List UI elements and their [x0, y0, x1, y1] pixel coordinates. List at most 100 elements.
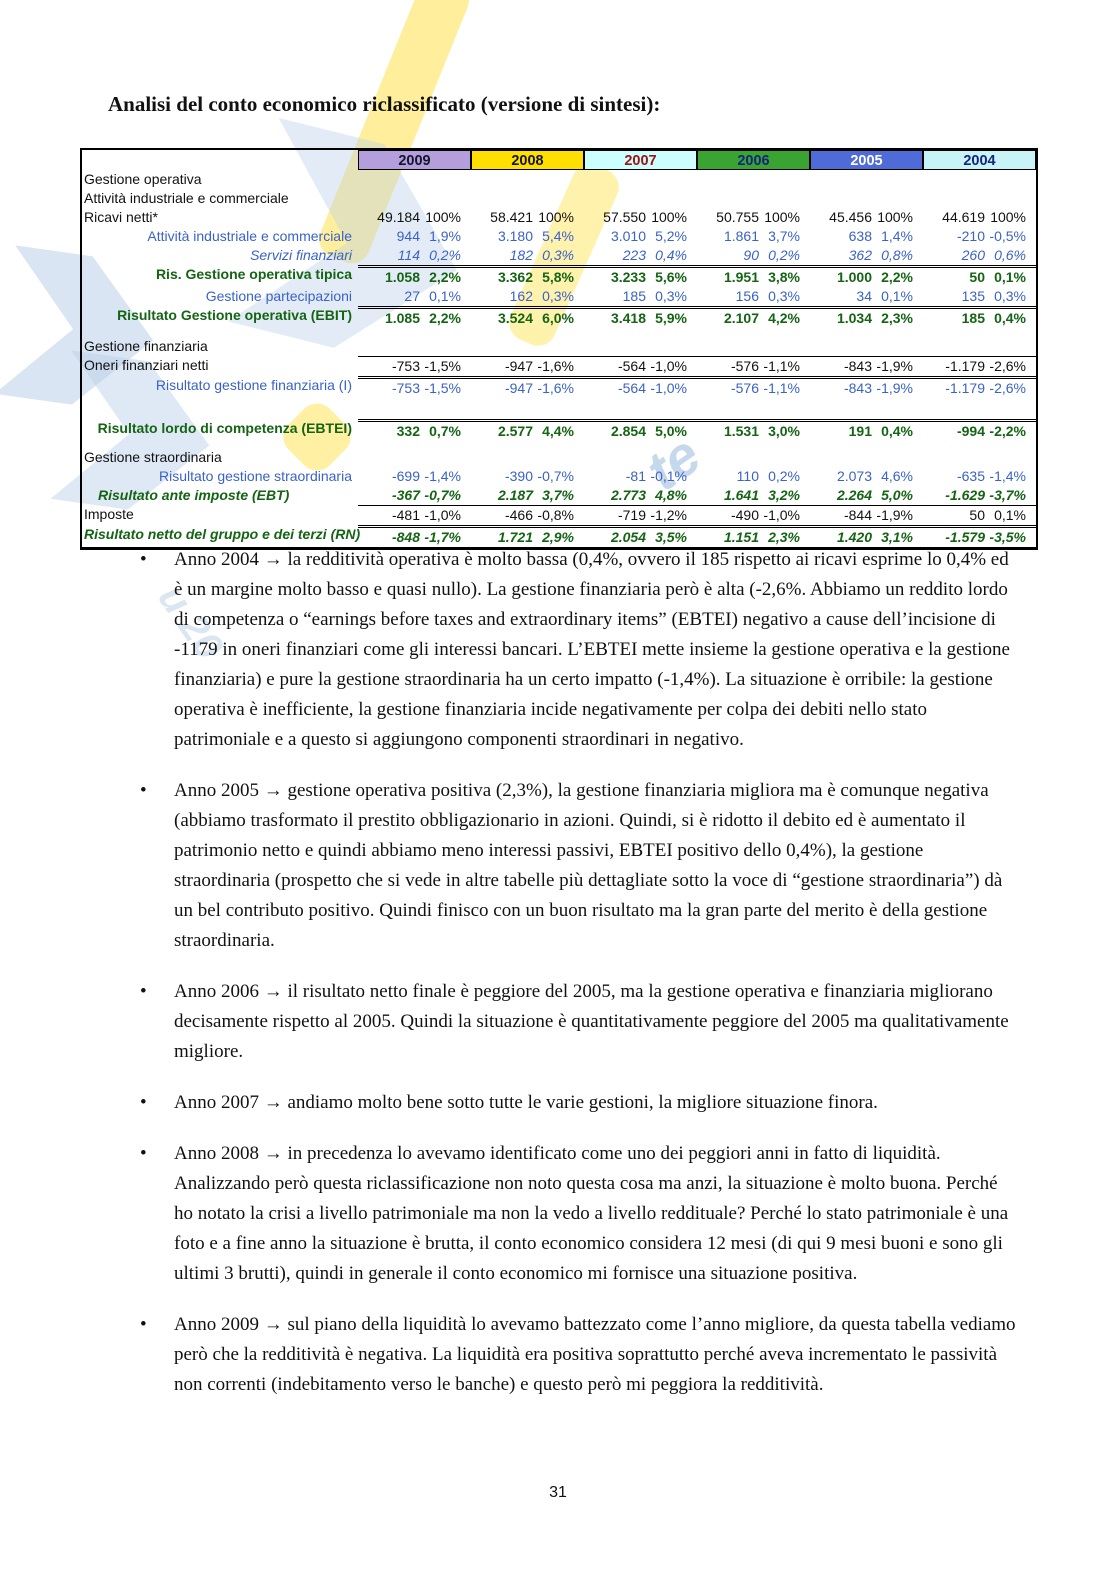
value-cell: -81	[625, 468, 646, 484]
value-cell: 3.418	[584, 306, 650, 328]
value-cell: -481	[358, 505, 424, 525]
row-label: Imposte	[84, 506, 134, 522]
percent-cell: -0,7%	[537, 468, 574, 484]
value-cell: 90	[743, 247, 759, 263]
percent-cell	[989, 448, 1036, 467]
percent-cell: 2,2%	[424, 306, 471, 328]
value-cell: 260	[961, 247, 985, 263]
percent-cell: 0,1%	[989, 505, 1036, 525]
value-cell: -947	[471, 376, 537, 398]
value-cell: 162	[509, 288, 533, 304]
value-cell: 58.421	[490, 209, 533, 225]
value-cell: 2.854	[584, 419, 650, 441]
percent-cell: 0,4%	[876, 419, 923, 441]
value-cell: 2.773	[610, 487, 646, 503]
percent-cell: 2,9%	[537, 525, 584, 547]
percent-cell	[989, 189, 1036, 208]
percent-cell: -2,2%	[989, 419, 1036, 441]
value-cell	[471, 337, 537, 356]
percent-cell: 0,2%	[768, 468, 800, 484]
percent-cell: -1,0%	[650, 376, 697, 398]
value-cell: 2.073	[836, 468, 872, 484]
percent-cell: -0,7%	[424, 487, 461, 503]
percent-cell: 0,2%	[429, 247, 461, 263]
value-cell: -564	[584, 356, 650, 376]
row-label: Ris. Gestione operativa tipica	[155, 266, 352, 282]
table-header-spacer	[82, 150, 358, 170]
percent-cell: 4,2%	[763, 306, 810, 328]
bullet-text: Anno 2007 → andiamo molto bene sotto tut…	[174, 1092, 878, 1113]
value-cell	[810, 448, 876, 467]
percent-cell: -1,5%	[424, 376, 471, 398]
row-label: Attività industriale e commerciale	[84, 190, 289, 206]
row-label: Gestione straordinaria	[84, 449, 222, 465]
percent-cell	[650, 337, 697, 356]
year-header: 2007	[584, 150, 697, 170]
percent-cell	[763, 448, 810, 467]
value-cell: 1.151	[697, 525, 763, 547]
percent-cell: 3,7%	[768, 228, 800, 244]
value-cell: 34	[856, 288, 872, 304]
value-cell: 110	[736, 468, 759, 484]
percent-cell: 5,6%	[650, 265, 697, 287]
bullet-item: • Anno 2008 → in precedenza lo avevamo id…	[140, 1139, 1020, 1289]
percent-cell: 100%	[425, 209, 461, 225]
row-label: Oneri finanziari netti	[84, 357, 209, 373]
percent-cell: 2,2%	[424, 265, 471, 287]
year-header: 2004	[923, 150, 1036, 170]
page-title: Analisi del conto economico riclassifica…	[108, 92, 661, 116]
percent-cell: -1,6%	[537, 356, 584, 376]
value-cell	[923, 189, 989, 208]
percent-cell: -0,8%	[537, 505, 584, 525]
page-number: 31	[549, 1484, 567, 1501]
value-cell	[697, 189, 763, 208]
percent-cell: 100%	[877, 209, 913, 225]
value-cell: -994	[923, 419, 989, 441]
percent-cell	[537, 189, 584, 208]
percent-cell	[537, 448, 584, 467]
percent-cell: -3,5%	[989, 525, 1036, 547]
year-header: 2008	[471, 150, 584, 170]
percent-cell: 0,3%	[655, 288, 687, 304]
value-cell: 49.184	[377, 209, 420, 225]
percent-cell: 100%	[538, 209, 574, 225]
percent-cell	[650, 189, 697, 208]
percent-cell: 6,0%	[537, 306, 584, 328]
percent-cell: -1,9%	[876, 356, 923, 376]
percent-cell: 100%	[651, 209, 687, 225]
value-cell	[810, 170, 876, 189]
percent-cell	[876, 170, 923, 189]
value-cell: -466	[471, 505, 537, 525]
value-cell: -843	[810, 356, 876, 376]
percent-cell: -1,1%	[763, 356, 810, 376]
value-cell: 2.107	[697, 306, 763, 328]
percent-cell: 5,2%	[655, 228, 687, 244]
percent-cell: 5,8%	[537, 265, 584, 287]
value-cell: -1.629	[945, 487, 985, 503]
percent-cell: 0,2%	[768, 247, 800, 263]
bullet-text: Anno 2005 → gestione operativa positiva …	[174, 780, 1003, 951]
value-cell	[584, 170, 650, 189]
value-cell: 3.180	[497, 228, 533, 244]
value-cell: -753	[358, 376, 424, 398]
value-cell	[358, 448, 424, 467]
bullet-item: • Anno 2007 → andiamo molto bene sotto tu…	[140, 1088, 1020, 1118]
value-cell: -848	[358, 525, 424, 547]
percent-cell: 3,2%	[768, 487, 800, 503]
row-label: Risultato ante imposte (EBT)	[98, 487, 290, 503]
row-label: Risultato gestione finanziaria (I)	[155, 377, 352, 393]
value-cell: 1.951	[697, 265, 763, 287]
value-cell: 50.755	[716, 209, 759, 225]
percent-cell: 4,8%	[655, 487, 687, 503]
value-cell: 182	[509, 247, 533, 263]
row-label: Risultato gestione straordinaria	[159, 468, 352, 484]
percent-cell: 5,4%	[542, 228, 574, 244]
percent-cell: -1,0%	[650, 356, 697, 376]
percent-cell: 100%	[764, 209, 800, 225]
value-cell: 156	[735, 288, 759, 304]
percent-cell: 3,7%	[542, 487, 574, 503]
value-cell: -210	[956, 228, 985, 244]
year-header: 2006	[697, 150, 810, 170]
row-label: Ricavi netti*	[84, 209, 158, 225]
value-cell	[697, 448, 763, 467]
